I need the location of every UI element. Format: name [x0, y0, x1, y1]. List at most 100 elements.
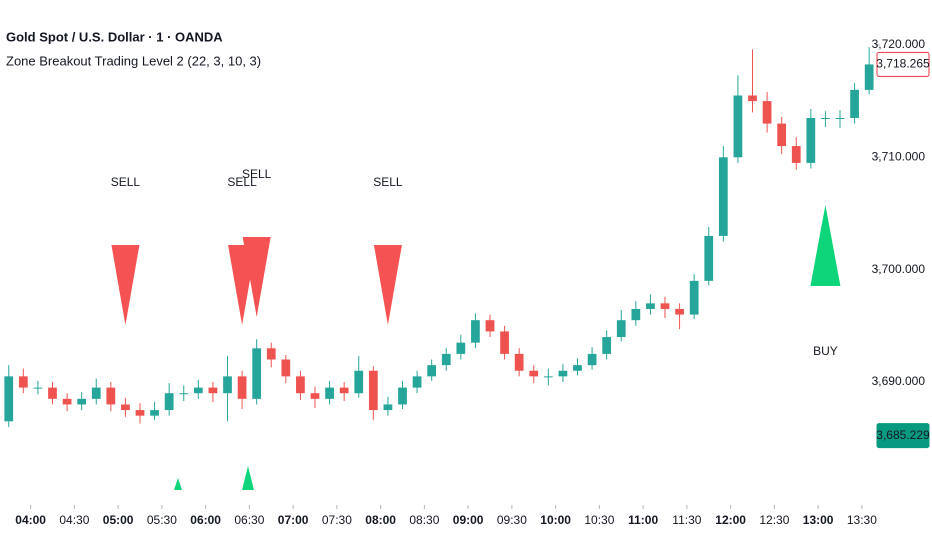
buy-signal [810, 205, 841, 286]
candle-body [48, 387, 57, 399]
candle-body [412, 376, 422, 388]
x-tick-label: 09:00 [453, 513, 484, 527]
candle-body [500, 331, 509, 354]
candle-body [77, 398, 87, 405]
candle-body [762, 101, 772, 124]
candle-body [587, 353, 597, 366]
x-tick-label: 12:30 [759, 513, 789, 527]
x-tick-label: 11:00 [628, 513, 658, 527]
x-tick-label: 10:30 [584, 513, 614, 527]
x-tick-label: 05:00 [103, 513, 134, 527]
candle-body [471, 320, 480, 343]
y-tick-label: 3,700.000 [872, 262, 926, 276]
x-tick-label: 05:30 [147, 513, 177, 527]
candle-body [558, 370, 568, 377]
candle-body [718, 157, 728, 236]
candle-body [791, 146, 801, 163]
candle-body [266, 348, 276, 360]
candle-body [456, 342, 466, 354]
candle-body [106, 387, 116, 405]
x-tick-label: 10:00 [540, 513, 571, 527]
sell-signal [373, 245, 402, 325]
indicator-title: Zone Breakout Trading Level 2 (22, 3, 10… [6, 53, 261, 68]
y-tick-label: 3,720.000 [872, 37, 926, 51]
candle-body [616, 320, 626, 338]
signal-label: SELL [373, 175, 403, 189]
symbol-title: Gold Spot / U.S. Dollar · 1 · OANDA [6, 29, 223, 44]
candle-body [354, 370, 364, 394]
candle-body [237, 376, 247, 399]
candle-body [281, 359, 291, 377]
candle-body [223, 376, 232, 394]
price-marker-label: 3,718.265 [876, 57, 930, 71]
candle-body [514, 353, 524, 371]
small-marker [242, 466, 254, 490]
x-tick-label: 08:30 [409, 513, 439, 527]
signal-label: BUY [813, 344, 838, 358]
candle-body [806, 117, 816, 163]
x-tick-label: 06:00 [190, 513, 221, 527]
candle-body [543, 376, 553, 378]
candle-body [208, 387, 218, 394]
candle-body [850, 89, 859, 118]
candle-body [4, 376, 14, 422]
candle-body [704, 235, 714, 281]
candle-body [193, 387, 203, 394]
signal-label: SELL [227, 175, 257, 189]
candle-body [646, 303, 655, 309]
price-marker [876, 51, 930, 77]
candle-body [33, 387, 43, 389]
candle-body [602, 337, 612, 354]
candle-body [821, 117, 830, 119]
candle-body [748, 95, 757, 102]
candle-body [864, 64, 874, 90]
signal-label: SELL [242, 167, 272, 181]
candle-body [835, 117, 845, 119]
candle-body [689, 280, 699, 315]
candle-body [383, 404, 393, 411]
x-tick-label: 04:00 [15, 513, 46, 527]
candle-body [164, 393, 174, 411]
x-tick-label: 11:30 [672, 513, 701, 527]
sell-signal [111, 245, 140, 325]
candle-body [150, 410, 159, 416]
candle-body [339, 387, 349, 394]
price-marker-label: 3,685.229 [876, 428, 930, 442]
candle-body [573, 365, 582, 371]
sell-signal [242, 237, 271, 317]
x-tick-label: 04:30 [59, 513, 89, 527]
signal-label: SELL [111, 175, 141, 189]
x-tick-label: 06:30 [234, 513, 264, 527]
candle-body [62, 398, 72, 405]
candle-body [325, 387, 334, 399]
candle-body [485, 320, 495, 332]
x-tick-label: 13:00 [803, 513, 834, 527]
y-tick-label: 3,710.000 [872, 149, 926, 163]
x-tick-label: 12:00 [715, 513, 746, 527]
x-tick-label: 08:00 [365, 513, 396, 527]
candle-body [777, 123, 787, 147]
candle-body [441, 353, 451, 366]
candle-body [427, 365, 437, 377]
candle-body [529, 370, 539, 377]
candle-body [121, 404, 130, 411]
candle-body [631, 308, 641, 321]
candle-body [179, 393, 189, 395]
candle-body [660, 303, 670, 309]
candle-body [310, 393, 320, 399]
x-tick-label: 09:30 [497, 513, 527, 527]
x-tick-label: 07:00 [278, 513, 309, 527]
candle-body [398, 387, 407, 405]
price-marker [876, 423, 930, 449]
candle-body [252, 348, 262, 399]
x-tick-label: 07:30 [322, 513, 352, 527]
candle-body [368, 370, 378, 411]
candle-body [135, 410, 145, 416]
x-tick-label: 13:30 [847, 513, 877, 527]
candle-body [18, 376, 28, 388]
y-tick-label: 3,690.000 [872, 374, 926, 388]
candle-body [675, 308, 684, 315]
